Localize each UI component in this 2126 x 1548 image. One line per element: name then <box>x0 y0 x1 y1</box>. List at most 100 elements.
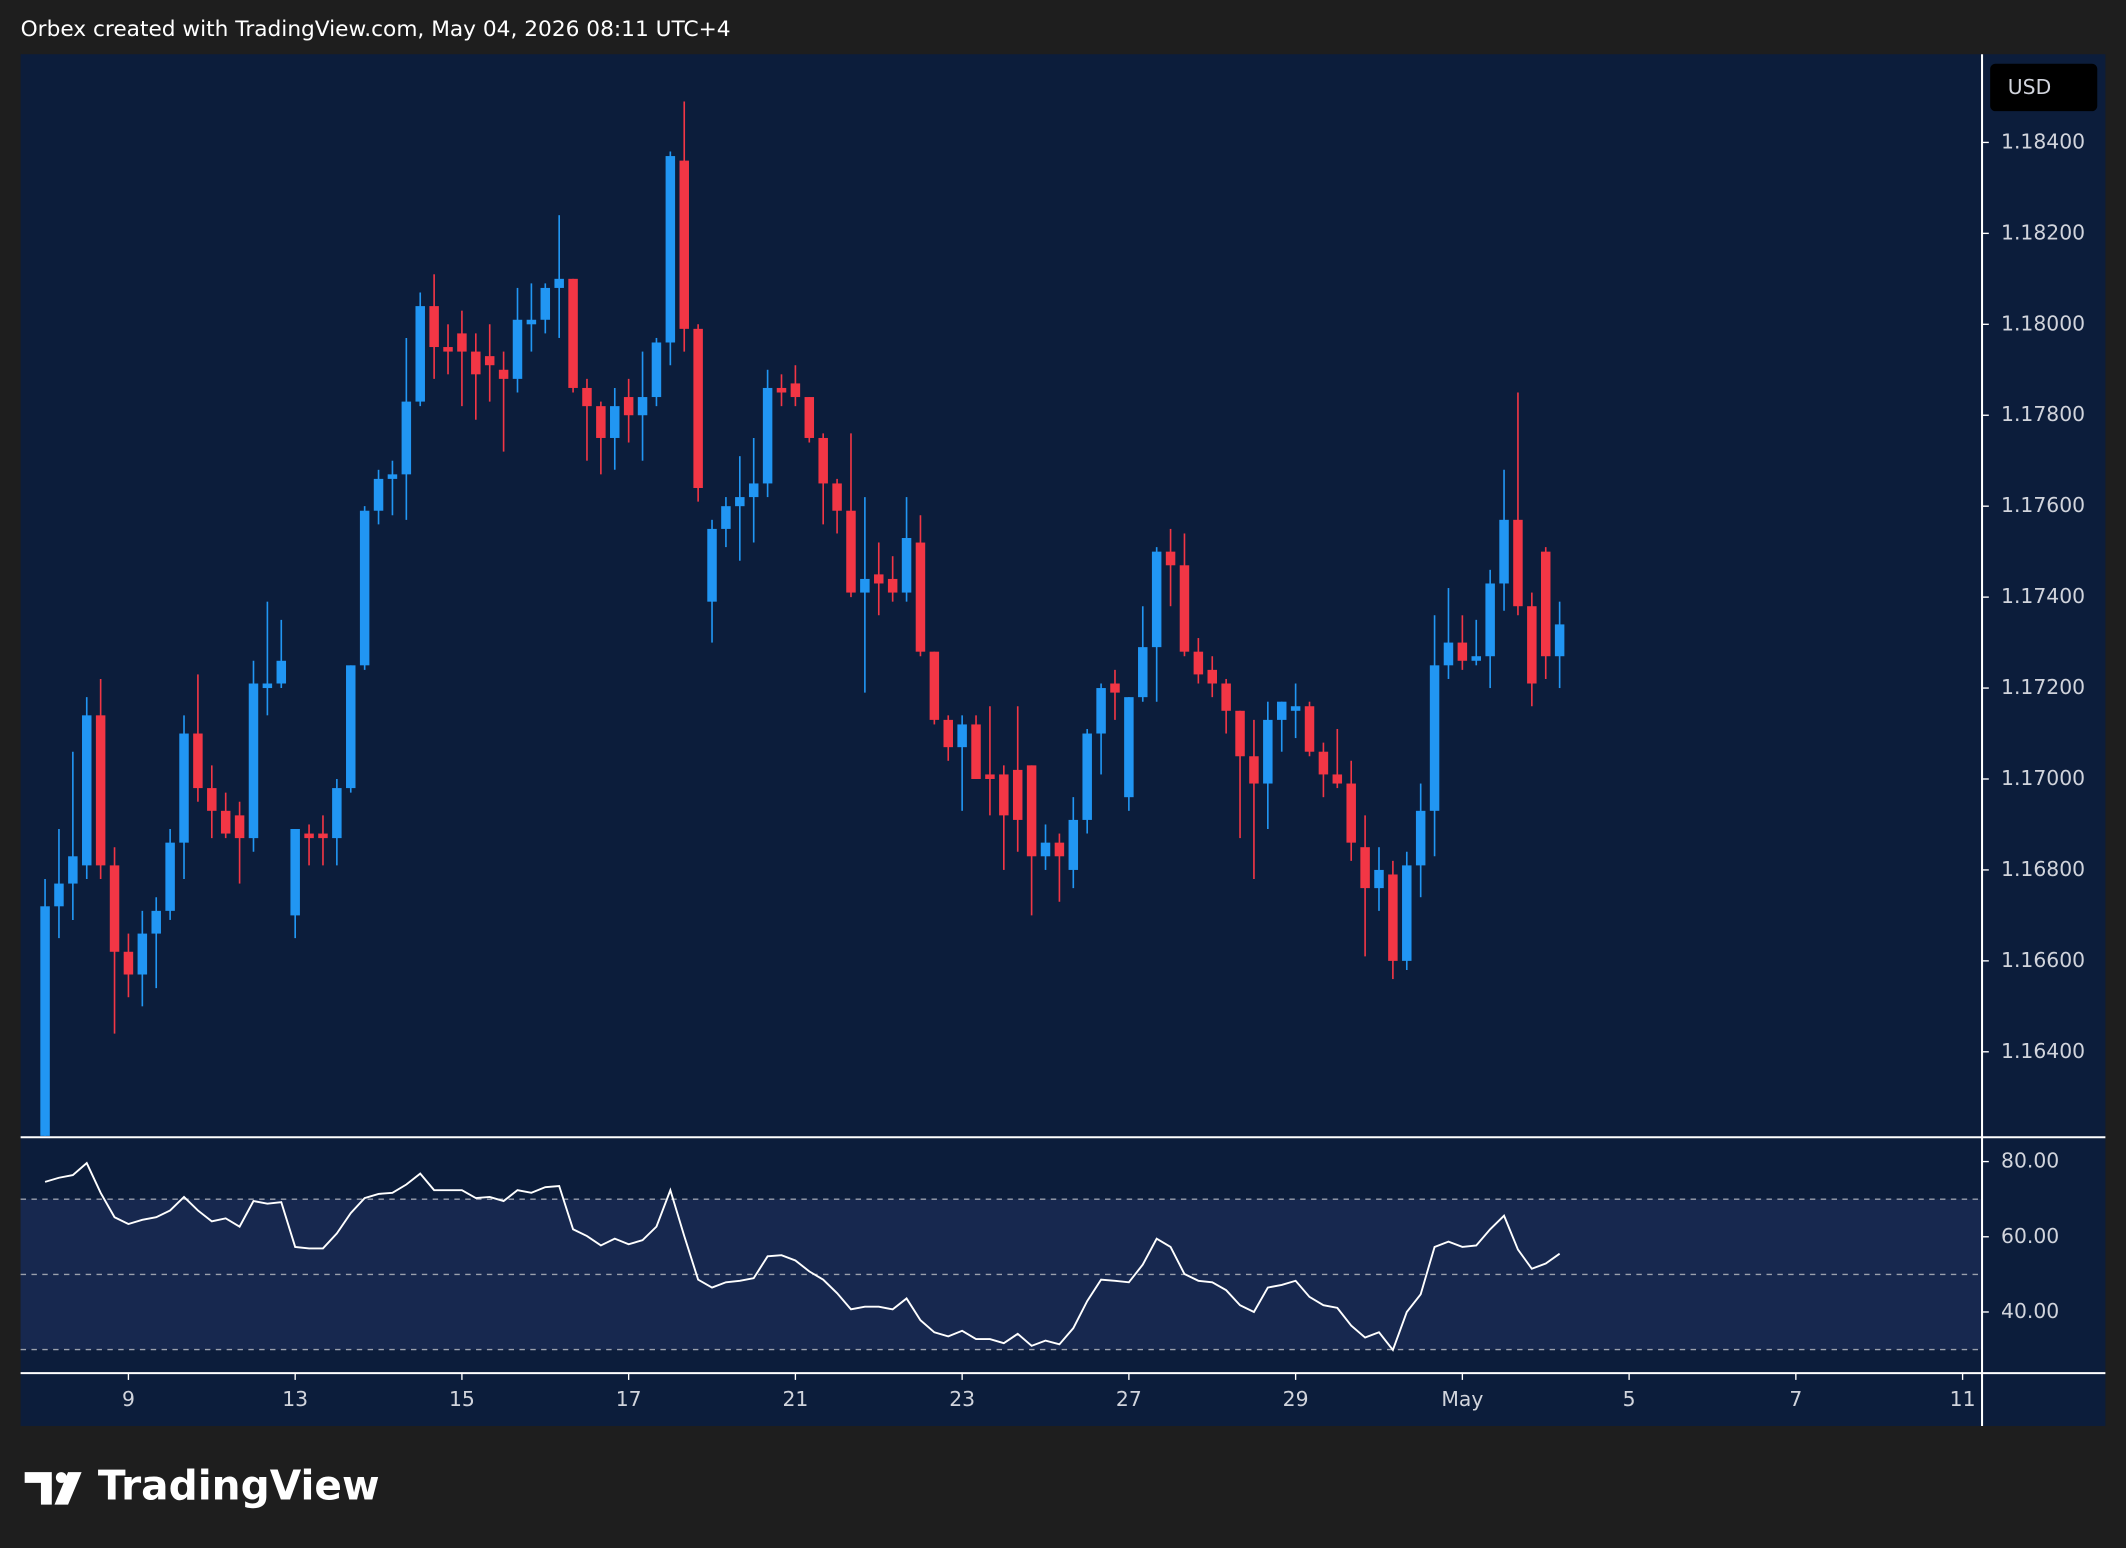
candle-body <box>554 278 564 288</box>
candle-body <box>54 883 64 907</box>
candle-body <box>68 856 78 884</box>
candle-body <box>526 319 537 325</box>
candle-body <box>1096 688 1106 734</box>
candle-body <box>1012 769 1023 820</box>
rsi-line <box>44 1161 1561 1352</box>
candle-body <box>1290 706 1301 711</box>
candle-body <box>1457 642 1468 661</box>
x-tick-label: 17 <box>616 1387 642 1411</box>
candle-body <box>332 788 342 839</box>
x-tick-label: 15 <box>449 1387 475 1411</box>
candle-body <box>109 865 120 952</box>
candle-body <box>1332 774 1343 784</box>
currency-badge <box>1990 63 2098 112</box>
x-tick-label: 21 <box>782 1387 808 1411</box>
candle-body <box>846 510 856 593</box>
candle-body <box>929 651 940 720</box>
candle-body <box>387 474 398 479</box>
candle-body <box>1429 665 1440 811</box>
candle-body <box>623 397 634 416</box>
y-tick-label: 60.00 <box>2001 1224 2059 1248</box>
y-tick-label: 1.16600 <box>2001 948 2085 972</box>
candle-body <box>1207 669 1217 684</box>
candle-body <box>1485 583 1495 657</box>
candle-body <box>234 815 245 839</box>
candle-body <box>832 483 842 511</box>
x-tick-label: 5 <box>1623 1387 1636 1411</box>
candle-body <box>318 833 328 839</box>
x-tick-label: 13 <box>282 1387 308 1411</box>
candle-body <box>1360 847 1370 889</box>
candle-body <box>1513 519 1523 607</box>
candle-body <box>1193 651 1204 675</box>
x-tick-label: 27 <box>1116 1387 1142 1411</box>
candle-body <box>123 951 134 975</box>
candle-body <box>95 715 106 866</box>
y-tick-label: 1.16400 <box>2001 1039 2085 1063</box>
candle-body <box>1263 719 1273 784</box>
y-tick-label: 1.18200 <box>2001 220 2085 244</box>
y-tick-label: 80.00 <box>2001 1149 2059 1173</box>
candle-body <box>248 683 259 839</box>
candle-body <box>1374 869 1384 889</box>
candle-body <box>207 788 217 811</box>
candle-body <box>1165 551 1176 566</box>
candle-body <box>498 369 509 379</box>
candle-body <box>860 578 870 593</box>
candle-body <box>1276 701 1287 720</box>
candle-body <box>415 306 425 402</box>
candle-body <box>804 397 815 438</box>
candle-body <box>985 774 995 779</box>
candle-body <box>471 351 481 375</box>
candle-body <box>762 387 773 484</box>
candle-body <box>1318 751 1329 775</box>
candle-body <box>179 733 189 843</box>
candle-body <box>1221 683 1231 711</box>
x-tick-label: May <box>1441 1387 1483 1411</box>
candle-body <box>443 347 453 352</box>
rsi-pane: 40.00 60.00 80.00 <box>20 1149 2059 1352</box>
candle-body <box>1540 551 1551 657</box>
candle-body <box>1082 733 1092 820</box>
x-tick-label: 11 <box>1950 1387 1976 1411</box>
candle-body <box>1110 683 1120 693</box>
candle-body <box>1054 842 1065 857</box>
candle-body <box>540 287 551 320</box>
candle-body <box>1249 756 1259 784</box>
candle-body <box>748 483 759 498</box>
candle-body <box>151 910 161 934</box>
candle-body <box>429 306 439 348</box>
candle-body <box>610 406 620 438</box>
candle-body <box>457 333 467 352</box>
x-tick-label: 7 <box>1789 1387 1802 1411</box>
x-tick-label: 23 <box>949 1387 975 1411</box>
candle-body <box>665 156 676 343</box>
candle-body <box>193 733 203 789</box>
candle-body <box>1402 865 1412 961</box>
candle-body <box>1040 842 1051 857</box>
candle-body <box>901 538 912 593</box>
candle-body <box>165 842 175 911</box>
candle-body <box>1527 606 1537 684</box>
candle-body <box>721 506 731 529</box>
currency: USD <box>2008 75 2051 99</box>
candle-body <box>651 342 662 398</box>
candle-body <box>1388 874 1398 961</box>
candle-body <box>818 437 828 484</box>
candle-body <box>679 160 689 329</box>
candle-body <box>887 578 898 593</box>
candle-body <box>1235 710 1245 757</box>
candle-body <box>1151 551 1162 648</box>
candle-body <box>637 397 648 416</box>
x-tick-label: 29 <box>1283 1387 1309 1411</box>
candle-body <box>359 510 370 666</box>
candle-body <box>137 933 148 975</box>
x-tick-label: 9 <box>122 1387 135 1411</box>
candle-body <box>1346 783 1356 843</box>
candle-body <box>735 497 745 507</box>
candle-body <box>1415 810 1426 866</box>
candle-body <box>957 724 967 748</box>
y-tick-label: 1.16800 <box>2001 857 2085 881</box>
